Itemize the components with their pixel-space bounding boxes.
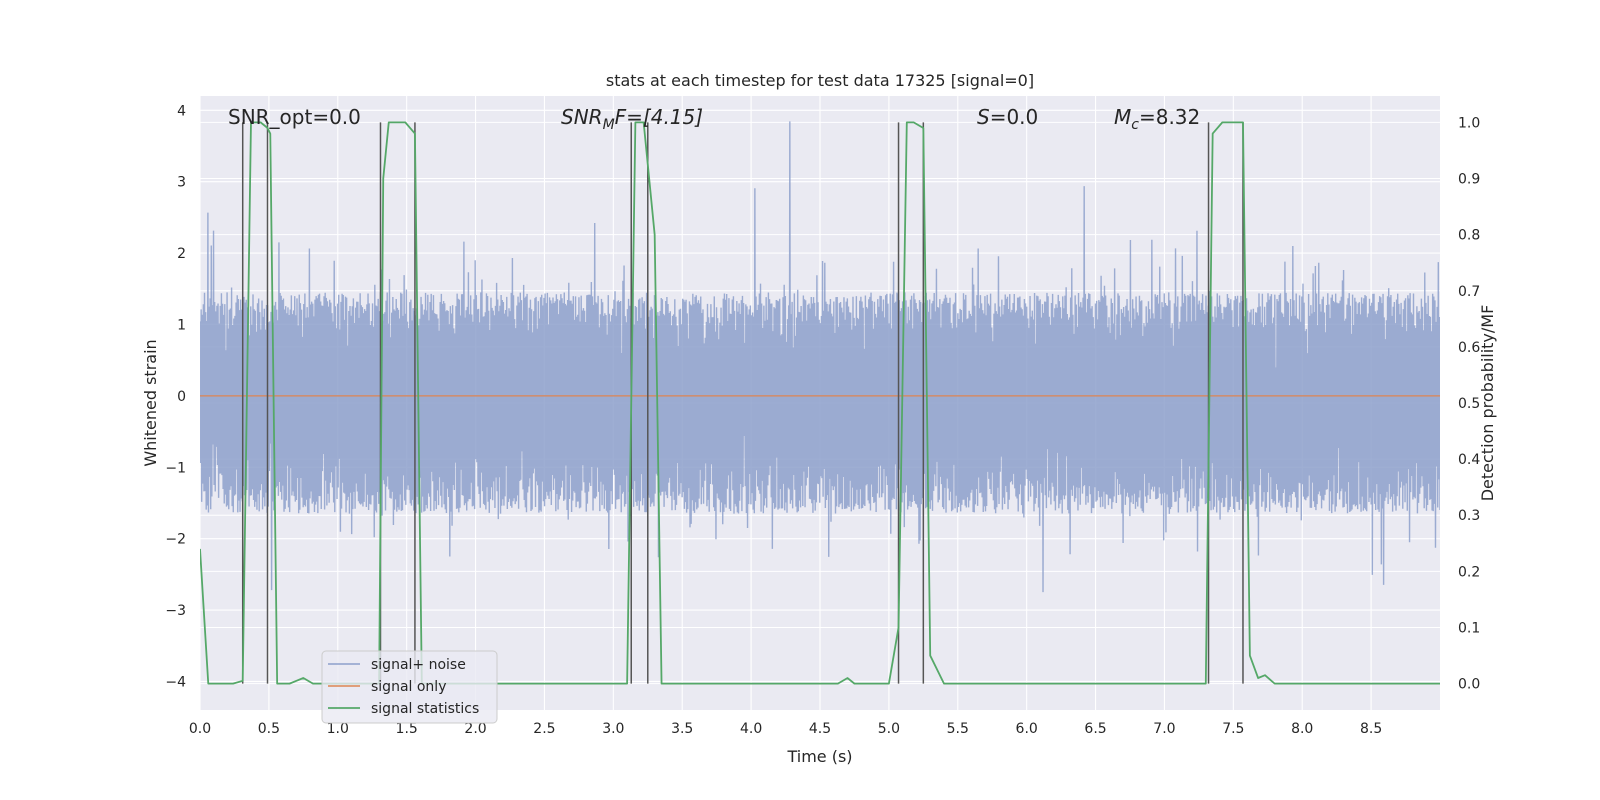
annotation-mc-value: =8.32 xyxy=(1139,105,1200,129)
y-right-tick-label: 0.8 xyxy=(1458,228,1480,244)
legend-box xyxy=(321,650,498,724)
y-right-axis-label: Detection probability/MF xyxy=(1478,305,1497,502)
annotation-snr-mf-sub: M xyxy=(603,117,615,133)
annotation-snr-mf-rest: F=[4.15] xyxy=(615,105,703,129)
x-tick-label: 2.5 xyxy=(533,721,555,737)
legend-label-signal-only: signal only xyxy=(371,679,446,695)
annotation-snr-mf-base: SNR xyxy=(561,105,603,129)
chart-title: stats at each timestep for test data 173… xyxy=(606,71,1034,90)
y-right-tick-label: 0.0 xyxy=(1458,677,1480,693)
x-tick-label: 8.0 xyxy=(1291,721,1313,737)
x-axis-ticks: 0.0 0.5 1.0 1.5 2.0 2.5 3.0 3.5 4.0 4.5 5.0 5.5 6.0 6… xyxy=(189,721,1382,737)
y-left-tick-label: 2 xyxy=(177,246,186,262)
signal-noise-series xyxy=(200,121,1440,593)
x-tick-label: 0.0 xyxy=(189,721,211,737)
legend-label-signal-statistics: signal statistics xyxy=(371,701,479,717)
y-left-tick-label: −1 xyxy=(165,460,186,476)
y-right-tick-label: 1.0 xyxy=(1458,115,1480,131)
y-right-tick-label: 0.9 xyxy=(1458,172,1480,188)
x-tick-label: 8.5 xyxy=(1360,721,1382,737)
x-tick-label: 5.0 xyxy=(878,721,900,737)
x-tick-label: 1.0 xyxy=(327,721,349,737)
y-left-axis-ticks: 4 3 2 1 0 −1 −2 −3 −4 xyxy=(165,103,186,690)
x-tick-label: 5.5 xyxy=(947,721,969,737)
legend: signal+ noise signal only signal statist… xyxy=(321,650,498,724)
legend-label-signal-noise: signal+ noise xyxy=(371,657,466,673)
y-right-tick-label: 0.1 xyxy=(1458,620,1480,636)
x-tick-label: 4.0 xyxy=(740,721,762,737)
y-right-tick-label: 0.7 xyxy=(1458,284,1480,300)
annotation-s-value: =0.0 xyxy=(990,105,1039,129)
y-left-tick-label: −4 xyxy=(165,674,186,690)
x-tick-label: 4.5 xyxy=(809,721,831,737)
x-axis-label: Time (s) xyxy=(786,747,852,766)
annotation-snr-mf: SNRMF=[4.15] xyxy=(561,105,703,133)
x-tick-label: 2.0 xyxy=(464,721,486,737)
x-tick-label: 7.0 xyxy=(1153,721,1175,737)
y-left-tick-label: 0 xyxy=(177,389,186,405)
y-right-axis-ticks: 1.0 0.9 0.8 0.7 0.6 0.5 0.4 0.3 0.2 0.1 0.0 xyxy=(1458,115,1480,692)
y-left-tick-label: 4 xyxy=(177,103,186,119)
y-left-tick-label: 3 xyxy=(177,175,186,191)
x-tick-label: 6.0 xyxy=(1016,721,1038,737)
y-right-tick-label: 0.5 xyxy=(1458,396,1480,412)
x-tick-label: 6.5 xyxy=(1084,721,1106,737)
x-tick-label: 1.5 xyxy=(396,721,418,737)
signal-statistics-series xyxy=(200,121,1440,685)
x-tick-label: 0.5 xyxy=(258,721,280,737)
y-right-tick-label: 0.3 xyxy=(1458,508,1480,524)
y-left-axis-label: Whitened strain xyxy=(141,339,160,466)
annotation-s: S=0.0 xyxy=(977,105,1038,129)
x-tick-label: 7.5 xyxy=(1222,721,1244,737)
x-tick-label: 3.5 xyxy=(671,721,693,737)
annotation-mc-sub: c xyxy=(1131,117,1139,133)
annotation-mc-base: M xyxy=(1114,105,1131,129)
y-left-tick-label: −2 xyxy=(165,532,186,548)
y-right-tick-label: 0.2 xyxy=(1458,564,1480,580)
y-right-tick-label: 0.4 xyxy=(1458,452,1480,468)
y-left-tick-label: −3 xyxy=(165,603,186,619)
annotation-mc: Mc=8.32 xyxy=(1114,105,1200,133)
annotation-s-symbol: S xyxy=(977,105,990,129)
y-right-tick-label: 0.6 xyxy=(1458,340,1480,356)
annotation-snr-opt: SNR_opt=0.0 xyxy=(228,105,361,129)
y-left-tick-label: 1 xyxy=(177,317,186,333)
x-tick-label: 3.0 xyxy=(602,721,624,737)
